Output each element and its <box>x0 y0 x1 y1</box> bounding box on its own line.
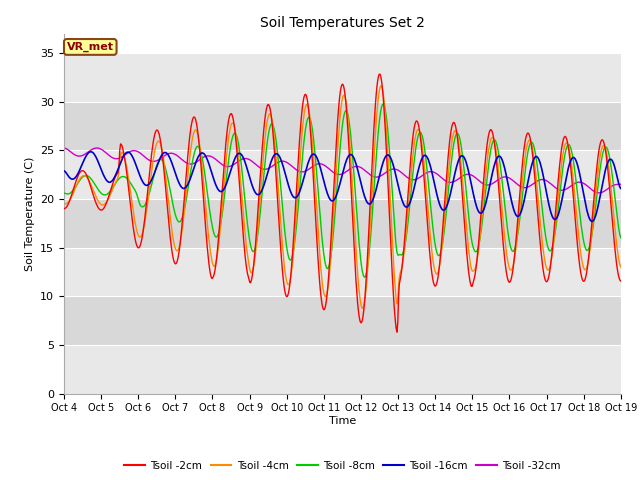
Title: Soil Temperatures Set 2: Soil Temperatures Set 2 <box>260 16 425 30</box>
Bar <box>64 150 621 199</box>
Bar <box>64 53 621 102</box>
Bar <box>64 102 621 150</box>
Bar <box>64 199 621 248</box>
Bar <box>64 296 621 345</box>
X-axis label: Time: Time <box>329 416 356 426</box>
Legend: Tsoil -2cm, Tsoil -4cm, Tsoil -8cm, Tsoil -16cm, Tsoil -32cm: Tsoil -2cm, Tsoil -4cm, Tsoil -8cm, Tsoi… <box>120 456 564 475</box>
Bar <box>64 345 621 394</box>
Y-axis label: Soil Temperature (C): Soil Temperature (C) <box>24 156 35 271</box>
Text: VR_met: VR_met <box>67 42 114 52</box>
Bar <box>64 248 621 296</box>
